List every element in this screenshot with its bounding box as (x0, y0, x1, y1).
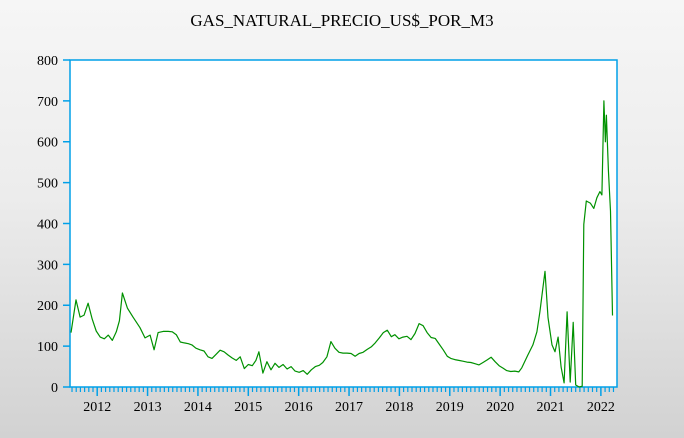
y-axis-label: 100 (37, 340, 58, 355)
y-axis-label: 200 (37, 299, 58, 314)
x-axis-label: 2017 (335, 400, 363, 415)
chart-title: GAS_NATURAL_PRECIO_US$_POR_M3 (190, 11, 494, 30)
y-axis-label: 600 (37, 136, 58, 151)
x-axis-label: 2018 (385, 400, 413, 415)
y-axis-label: 300 (37, 258, 58, 273)
x-axis-label: 2019 (436, 400, 464, 415)
y-axis-label: 700 (37, 95, 58, 110)
x-axis-label: 2020 (486, 400, 514, 415)
y-axis-label: 800 (37, 54, 58, 69)
x-axis-label: 2012 (83, 400, 111, 415)
y-axis-label: 500 (37, 177, 58, 192)
y-axis-label: 400 (37, 217, 58, 232)
x-axis-label: 2016 (285, 400, 313, 415)
x-axis-label: 2022 (587, 400, 615, 415)
x-axis-label: 2014 (184, 400, 212, 415)
y-axis-label: 0 (51, 381, 58, 396)
price-line (70, 100, 614, 388)
x-axis-label: 2021 (537, 400, 565, 415)
x-axis-label: 2015 (234, 400, 262, 415)
x-axis-label: 2013 (134, 400, 162, 415)
plot-border (69, 59, 618, 388)
